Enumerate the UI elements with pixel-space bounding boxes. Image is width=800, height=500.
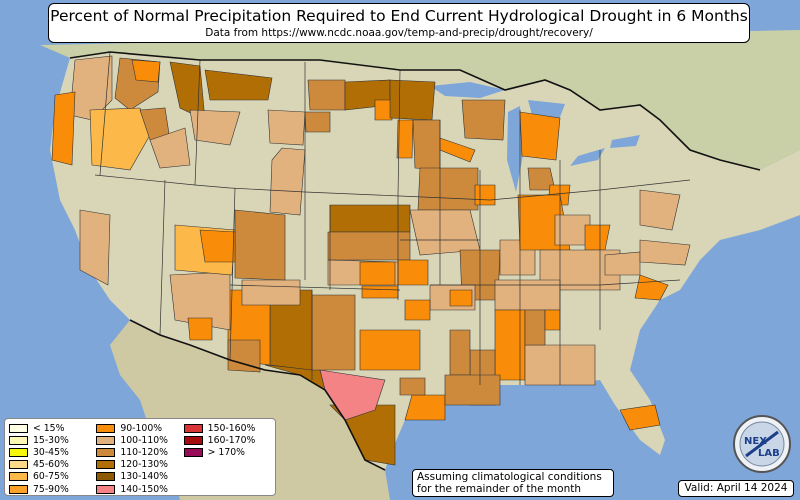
legend-swatch (9, 484, 28, 494)
legend-label: 90-100% (120, 422, 163, 434)
legend-item: 30-45% (9, 446, 96, 458)
legend-swatch (96, 472, 116, 482)
legend-item: > 170% (183, 446, 271, 458)
legend-label: > 170% (207, 446, 245, 458)
legend-item: 90-100% (96, 422, 183, 434)
legend-swatch (9, 447, 28, 457)
legend-label: 120-130% (120, 459, 169, 471)
legend-item: 130-140% (96, 471, 183, 483)
legend-item: 120-130% (96, 459, 183, 471)
legend-swatch (96, 484, 116, 494)
logo-text-bottom: LAB (758, 448, 780, 459)
legend-label: 150-160% (207, 422, 256, 434)
country-borders (69, 51, 761, 471)
canada-land (40, 30, 800, 170)
legend-swatch (96, 423, 116, 433)
legend-swatch (9, 435, 28, 445)
title-box: Percent of Normal Precipitation Required… (48, 3, 750, 43)
legend-item: 75-90% (9, 483, 96, 495)
logo-text-top: NEX (744, 436, 767, 447)
note-line-1: Assuming climatological conditions (417, 471, 602, 483)
legend-swatch (96, 460, 116, 470)
state-borders (94, 51, 691, 385)
legend: < 15% 15-30% 30-45% 45-60% 60-75% 75-90% 90-10… (4, 418, 276, 496)
legend-label: < 15% (33, 422, 65, 434)
legend-label: 75-90% (33, 483, 69, 495)
legend-item: 15-30% (9, 434, 96, 446)
legend-swatch (96, 435, 116, 445)
legend-swatch (9, 423, 28, 433)
legend-label: 45-60% (33, 459, 69, 471)
map-title: Percent of Normal Precipitation Required… (50, 7, 748, 25)
legend-item: 45-60% (9, 459, 96, 471)
nexlab-logo: NEX LAB (733, 415, 791, 473)
legend-swatch (9, 472, 28, 482)
legend-swatch (9, 460, 28, 470)
legend-item: 140-150% (96, 483, 183, 495)
legend-label: 140-150% (120, 483, 169, 495)
valid-date: Valid: April 14 2024 (678, 480, 794, 497)
note-box: Assuming climatological conditions for t… (412, 469, 614, 497)
legend-label: 30-45% (33, 446, 69, 458)
legend-label: 160-170% (207, 434, 256, 446)
legend-swatch (96, 447, 116, 457)
legend-swatch (183, 423, 203, 433)
legend-item: 100-110% (96, 434, 183, 446)
legend-swatch (183, 435, 203, 445)
legend-item: 110-120% (96, 446, 183, 458)
legend-label: 60-75% (33, 471, 69, 483)
legend-label: 130-140% (120, 471, 169, 483)
note-line-2: for the remainder of the month (417, 483, 582, 495)
legend-swatch (183, 447, 203, 457)
legend-item: 60-75% (9, 471, 96, 483)
legend-label: 15-30% (33, 434, 69, 446)
legend-label: 110-120% (120, 446, 169, 458)
legend-item: 150-160% (183, 422, 271, 434)
map-subtitle: Data from https://www.ncdc.noaa.gov/temp… (205, 27, 593, 39)
legend-item: 160-170% (183, 434, 271, 446)
legend-label: 100-110% (120, 434, 169, 446)
drought-regions (51, 55, 691, 466)
legend-item: < 15% (9, 422, 96, 434)
